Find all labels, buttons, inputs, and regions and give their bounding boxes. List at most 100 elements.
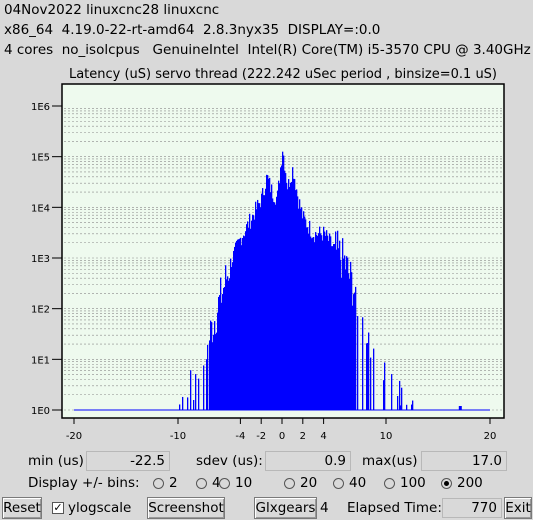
latency-histogram: Latency (uS) servo thread (222.242 uSec … xyxy=(0,64,533,450)
ylogscale-label: ylogscale xyxy=(68,500,132,516)
bins-radio-label: 2 xyxy=(169,475,178,491)
histogram-bar xyxy=(227,276,229,410)
histogram-bar xyxy=(267,175,269,410)
y-tick-label: 1E2 xyxy=(31,305,50,316)
histogram-bar xyxy=(306,227,308,410)
histogram-bar xyxy=(272,198,274,410)
histogram-bar xyxy=(320,233,322,410)
histogram-bar xyxy=(230,258,232,410)
histogram-bar xyxy=(248,227,250,410)
x-tick-label: -10 xyxy=(170,431,186,442)
histogram-bar xyxy=(287,189,289,410)
glxgears-button[interactable]: Glxgears xyxy=(254,497,317,519)
histogram-bar xyxy=(399,380,401,410)
bins-radio-label: 100 xyxy=(400,475,426,491)
histogram-bar xyxy=(217,312,219,410)
reset-button[interactable]: Reset xyxy=(2,497,42,519)
histogram-bar xyxy=(258,203,260,410)
screenshot-button[interactable]: Screenshot xyxy=(147,497,225,519)
histogram-bar xyxy=(238,239,240,410)
y-tick-label: 1E4 xyxy=(31,203,50,214)
histogram-bar xyxy=(354,292,356,410)
histogram-bar xyxy=(243,235,245,410)
bins-radio-200[interactable] xyxy=(441,478,452,489)
histogram-bar xyxy=(190,370,192,410)
histogram-bar xyxy=(236,240,238,410)
bins-radio-40[interactable] xyxy=(333,478,344,489)
max-value-field: 17.0 xyxy=(421,451,507,471)
histogram-bar xyxy=(260,207,262,410)
histogram-bar xyxy=(222,294,224,410)
histogram-bar xyxy=(244,236,246,410)
histogram-bar xyxy=(282,151,284,410)
histogram-bar xyxy=(322,240,324,410)
x-tick-label: -2 xyxy=(256,431,266,442)
histogram-bar xyxy=(294,179,296,410)
y-tick-label: 1E3 xyxy=(31,254,50,265)
histogram-bar xyxy=(265,188,267,410)
histogram-bar xyxy=(297,196,299,410)
max-label: max(us) xyxy=(362,453,418,469)
histogram-bar xyxy=(250,228,252,410)
histogram-bar xyxy=(309,220,311,410)
histogram-bar xyxy=(224,286,226,410)
histogram-bar xyxy=(348,273,350,410)
bins-radio-label: 4 xyxy=(212,475,221,491)
histogram-bar xyxy=(311,238,313,410)
elapsed-time-label: Elapsed Time: xyxy=(347,500,442,516)
histogram-bar xyxy=(235,242,237,410)
chart-title: Latency (uS) servo thread (222.242 uSec … xyxy=(69,67,497,82)
histogram-bar xyxy=(458,406,462,410)
histogram-bar xyxy=(368,332,370,410)
histogram-bar xyxy=(316,234,318,410)
histogram-bar xyxy=(266,174,268,410)
histogram-bar xyxy=(234,246,236,410)
histogram-bar xyxy=(206,359,208,410)
ylogscale-checkbox[interactable]: ✓ xyxy=(52,502,64,514)
histogram-bar xyxy=(279,183,281,410)
histogram-bar xyxy=(179,404,181,410)
histogram-bar xyxy=(383,380,385,410)
header-line-1: 04Nov2022 linuxcnc28 linuxcnc xyxy=(4,2,220,18)
histogram-bar xyxy=(193,400,195,410)
histogram-bar xyxy=(326,230,328,410)
histogram-bar xyxy=(264,195,266,410)
check-mark-icon: ✓ xyxy=(53,501,63,514)
bins-radio-4[interactable] xyxy=(196,478,207,489)
bins-radio-100[interactable] xyxy=(384,478,395,489)
histogram-bar xyxy=(308,233,310,410)
y-tick-label: 1E6 xyxy=(31,102,50,113)
histogram-bar xyxy=(317,236,319,410)
histogram-bar xyxy=(187,397,189,410)
histogram-bar xyxy=(207,344,209,410)
elapsed-time-field: 770 xyxy=(442,498,502,518)
histogram-bar xyxy=(337,230,339,410)
y-tick-label: 1E0 xyxy=(31,406,50,417)
histogram-bar xyxy=(195,374,197,410)
histogram-bar xyxy=(302,218,304,410)
histogram-bar xyxy=(271,184,273,410)
x-tick-label: 10 xyxy=(380,431,393,442)
histogram-bar xyxy=(273,201,275,410)
histogram-bar xyxy=(212,342,214,410)
histogram-bar xyxy=(355,286,357,410)
histogram-bar xyxy=(231,267,233,410)
histogram-bar xyxy=(323,226,325,410)
x-tick-label: -4 xyxy=(235,431,245,442)
x-tick-label: 4 xyxy=(320,431,326,442)
histogram-bar xyxy=(344,255,346,410)
bins-radio-20[interactable] xyxy=(284,478,295,489)
histogram-bar xyxy=(276,196,278,410)
histogram-bar xyxy=(285,173,287,410)
histogram-bar xyxy=(288,179,290,410)
histogram-bar xyxy=(232,262,234,410)
bins-radio-10[interactable] xyxy=(219,478,230,489)
x-tick-label: 0 xyxy=(279,431,285,442)
exit-button[interactable]: Exit xyxy=(504,497,532,519)
histogram-bar xyxy=(257,199,259,410)
bins-radio-2[interactable] xyxy=(153,478,164,489)
histogram-bar xyxy=(400,405,402,410)
histogram-bar xyxy=(345,269,347,410)
histogram-bar xyxy=(277,190,279,410)
histogram-bar xyxy=(198,378,200,410)
